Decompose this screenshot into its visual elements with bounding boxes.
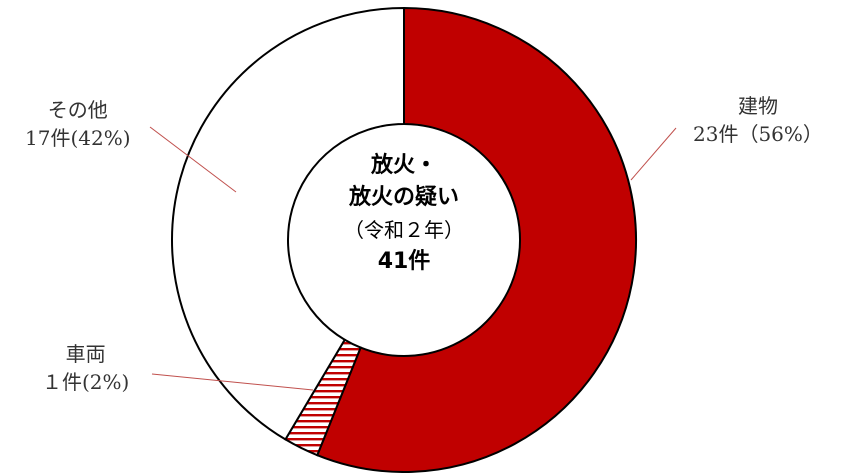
leader-line-vehicle <box>151 373 314 391</box>
slice-label-building: 建物 23件（56%） <box>693 92 823 148</box>
slice-label-vehicle-name: 車両 <box>65 342 106 366</box>
slice-label-other-value: 17件(42%) <box>25 126 131 150</box>
center-label-total: 41件 <box>377 249 431 274</box>
leader-line-building <box>630 127 677 181</box>
slice-label-building-name: 建物 <box>737 94 778 118</box>
slice-label-building-value: 23件（56%） <box>693 122 823 146</box>
slice-label-vehicle: 車両 １件(2%) <box>42 340 129 396</box>
slice-label-other-name: その他 <box>47 98 108 122</box>
center-label-line3: （令和２年） <box>344 218 464 242</box>
leader-line-other <box>149 126 237 193</box>
slice-label-vehicle-value: １件(2%) <box>42 370 130 394</box>
center-label: 放火・ 放火の疑い （令和２年） 41件 <box>304 150 504 278</box>
center-label-line1: 放火・ <box>370 153 437 178</box>
center-label-line2: 放火の疑い <box>348 185 459 210</box>
slice-label-other: その他 17件(42%) <box>25 96 131 152</box>
slice-building <box>315 6 637 473</box>
slice-other <box>171 6 405 441</box>
